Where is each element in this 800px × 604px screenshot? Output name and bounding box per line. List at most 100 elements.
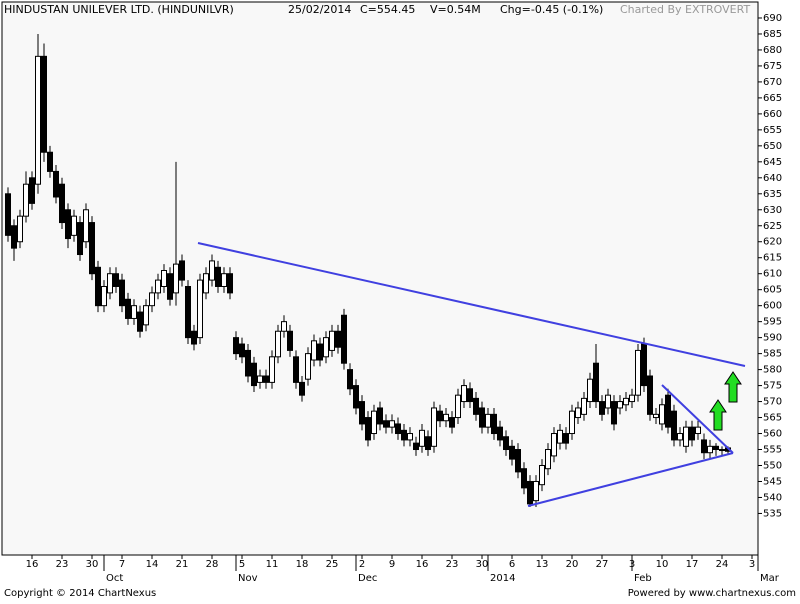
y-tick-label: 580 bbox=[763, 365, 782, 376]
candle-body bbox=[461, 385, 467, 403]
candle-body bbox=[95, 266, 101, 307]
plot-frame bbox=[1, 1, 759, 556]
y-tick-label: 545 bbox=[763, 476, 782, 487]
candle-body bbox=[497, 426, 503, 441]
candle-body bbox=[305, 353, 311, 380]
candle-body bbox=[365, 417, 371, 441]
y-tick-label: 690 bbox=[763, 13, 782, 24]
month-label: Mar bbox=[760, 573, 780, 584]
candle-body bbox=[269, 356, 275, 383]
y-tick-label: 660 bbox=[763, 109, 782, 120]
candle-body bbox=[263, 375, 269, 383]
candle-body bbox=[701, 439, 707, 454]
candle-body bbox=[89, 222, 95, 275]
candle-body bbox=[41, 55, 47, 153]
x-tick-label: 23 bbox=[56, 559, 69, 570]
candle-body bbox=[101, 285, 107, 307]
y-tick-label: 650 bbox=[763, 141, 782, 152]
candle-body bbox=[119, 279, 125, 307]
candle-body bbox=[131, 305, 137, 319]
candle-body bbox=[113, 273, 119, 287]
candle-body bbox=[431, 407, 437, 447]
y-tick-label: 665 bbox=[763, 93, 782, 104]
candle-body bbox=[353, 385, 359, 409]
x-tick-label: 25 bbox=[326, 559, 339, 570]
candle-body bbox=[599, 401, 605, 415]
candle-body bbox=[617, 401, 623, 409]
candle-body bbox=[485, 413, 491, 428]
candle-body bbox=[83, 209, 89, 243]
candle-body bbox=[467, 388, 473, 403]
candle-body bbox=[533, 480, 539, 502]
month-label: Feb bbox=[634, 573, 652, 584]
candle-body bbox=[629, 394, 635, 403]
x-tick-label: 11 bbox=[266, 559, 279, 570]
up-arrow bbox=[709, 399, 727, 431]
candle-body bbox=[473, 397, 479, 415]
candle-body bbox=[161, 270, 167, 287]
candle-body bbox=[59, 183, 65, 224]
candle-body bbox=[167, 273, 173, 300]
candle-body bbox=[233, 337, 239, 355]
candle-body bbox=[545, 449, 551, 470]
candle-body bbox=[227, 273, 233, 294]
y-tick-label: 680 bbox=[763, 45, 782, 56]
y-tick-label: 595 bbox=[763, 317, 782, 328]
x-tick-label: 30 bbox=[86, 559, 99, 570]
candle-body bbox=[359, 401, 365, 425]
candle-body bbox=[521, 468, 527, 489]
candle-body bbox=[425, 436, 431, 451]
header-change: Chg=-0.45 (-0.1%) bbox=[500, 3, 603, 16]
y-tick-label: 645 bbox=[763, 157, 782, 168]
x-tick-label: 10 bbox=[656, 559, 669, 570]
y-tick-label: 675 bbox=[763, 61, 782, 72]
y-tick-label: 570 bbox=[763, 397, 782, 408]
candle-body bbox=[587, 378, 593, 403]
candle-body bbox=[509, 445, 515, 460]
x-tick-label: 5 bbox=[239, 559, 245, 570]
y-tick-label: 630 bbox=[763, 205, 782, 216]
candle-body bbox=[29, 177, 35, 204]
candle-body bbox=[77, 222, 83, 256]
candle-body bbox=[569, 410, 575, 435]
candle-body bbox=[311, 340, 317, 361]
candle-body bbox=[191, 330, 197, 345]
candle-body bbox=[251, 362, 257, 387]
candle-body bbox=[203, 273, 209, 294]
y-tick-label: 565 bbox=[763, 413, 782, 424]
candle-body bbox=[491, 413, 497, 435]
chart-title: HINDUSTAN UNILEVER LTD. (HINDUNILVR) bbox=[4, 3, 234, 16]
x-tick-label: 28 bbox=[206, 559, 219, 570]
y-tick-label: 540 bbox=[763, 492, 782, 503]
header-volume: V=0.54M bbox=[430, 3, 481, 16]
candle-body bbox=[257, 375, 263, 383]
y-tick-label: 535 bbox=[763, 508, 782, 519]
candle-body bbox=[347, 369, 353, 390]
y-tick-label: 615 bbox=[763, 253, 782, 264]
x-tick-label: 7 bbox=[119, 559, 125, 570]
candle-body bbox=[197, 279, 203, 339]
candle-body bbox=[209, 260, 215, 281]
candle-body bbox=[173, 263, 179, 294]
candle-body bbox=[317, 343, 323, 361]
candle-body bbox=[179, 260, 185, 281]
candle-body bbox=[455, 394, 461, 419]
header-date: 25/02/2014 bbox=[288, 3, 351, 16]
candle-body bbox=[299, 381, 305, 396]
x-tick-label: 16 bbox=[26, 559, 39, 570]
candle-body bbox=[341, 314, 347, 364]
plot bbox=[5, 33, 731, 508]
candle-body bbox=[677, 433, 683, 441]
candle-body bbox=[683, 426, 689, 447]
candle-body bbox=[647, 375, 653, 415]
candle-body bbox=[437, 410, 443, 422]
candle-body bbox=[245, 349, 251, 377]
candle-body bbox=[329, 330, 335, 351]
x-tick-label: 18 bbox=[296, 559, 309, 570]
y-tick-label: 575 bbox=[763, 381, 782, 392]
month-label: Nov bbox=[238, 573, 258, 584]
candle-body bbox=[449, 417, 455, 428]
x-tick-label: 16 bbox=[416, 559, 429, 570]
candle-body bbox=[401, 429, 407, 441]
